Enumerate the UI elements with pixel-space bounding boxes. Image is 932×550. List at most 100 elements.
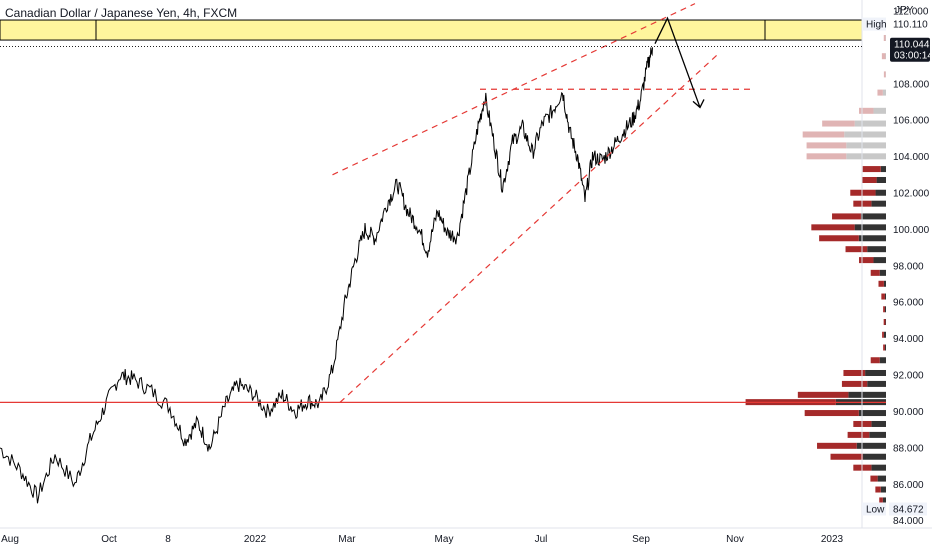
volume-bar-down (860, 213, 886, 220)
volume-bar-up (870, 269, 880, 276)
low-value-box (889, 502, 927, 516)
volume-bar-down (869, 431, 886, 438)
x-tick-label: Jul (535, 534, 548, 545)
volume-bar-down (883, 280, 886, 287)
y-tick-label: 88.000 (893, 443, 924, 454)
volume-bar-down (885, 319, 886, 326)
volume-bar-down (885, 53, 886, 60)
y-tick-label: 112.000 (893, 6, 929, 17)
volume-bar-up (877, 89, 883, 96)
volume-bar-down (865, 369, 886, 376)
volume-bar-up (859, 257, 874, 264)
y-tick-label: 92.000 (893, 371, 924, 382)
volume-bar-down (858, 235, 886, 242)
volume-bar-up (870, 475, 878, 482)
volume-bar-down (871, 420, 886, 427)
y-tick-label: 94.000 (893, 334, 924, 345)
volume-bar-down (876, 176, 886, 183)
volume-bar-down (880, 486, 886, 493)
y-tick-label: 106.000 (893, 116, 930, 127)
volume-bar-down (863, 453, 886, 460)
x-tick-label: Sep (632, 534, 650, 545)
volume-bar-down (884, 306, 886, 313)
volume-bar-down (884, 293, 886, 300)
volume-bar-up (822, 120, 855, 127)
x-tick-label: Aug (1, 534, 19, 545)
y-tick-label: 98.000 (893, 261, 924, 272)
y-tick-label: 104.000 (893, 152, 930, 163)
volume-bar-up (883, 319, 886, 326)
volume-bar-up (859, 107, 874, 114)
price-line (0, 47, 653, 504)
volume-bar-up (870, 357, 880, 364)
y-tick-label: 100.000 (893, 225, 930, 236)
resistance-zone-layer (0, 19, 863, 41)
volume-bar-down (873, 257, 886, 264)
volume-bar-up (879, 497, 883, 504)
volume-bar-up (819, 235, 859, 242)
volume-bar-up (843, 369, 866, 376)
chart-title: Canadian Dollar / Japanese Yen, 4h, FXCM (5, 6, 238, 20)
volume-bar-down (846, 153, 886, 160)
volume-bar-down (871, 200, 886, 207)
x-tick-label: 8 (165, 534, 171, 545)
volume-bar-up (883, 306, 885, 313)
high-tag-box (862, 17, 886, 31)
volume-bar-up (817, 442, 857, 449)
volume-bar-up (845, 246, 868, 253)
volume-bar-up (811, 224, 855, 231)
currency-label: JPY (895, 5, 914, 16)
volume-bar-up (878, 280, 884, 287)
volume-bar-up (806, 142, 847, 149)
volume-bar-up (883, 34, 886, 41)
volume-bar-down (858, 410, 886, 417)
volume-bar-down (884, 344, 886, 351)
last-price-value: 110.044 (894, 40, 930, 51)
projection-arrow (654, 16, 701, 108)
volume-bar-down (846, 142, 886, 149)
low-tag-value: 84.672 (893, 504, 924, 515)
volume-bar-down (856, 442, 886, 449)
y-tick-label: 84.000 (893, 516, 924, 527)
volume-bar-up (883, 344, 885, 351)
volume-bar-down (873, 107, 886, 114)
volume-bar-up (862, 176, 877, 183)
countdown-value: 03:00:14 (894, 51, 932, 62)
volume-bar-down (875, 189, 886, 196)
volume-bar-down (867, 246, 886, 253)
low-tag-box (862, 502, 886, 516)
volume-bar-up (806, 153, 847, 160)
resistance-zone (0, 19, 863, 41)
y-tick-label: 108.000 (893, 79, 930, 90)
high-tag-label: High (866, 20, 887, 31)
volume-bar-down (882, 89, 886, 96)
volume-bar-up (802, 131, 845, 138)
volume-bar-down (880, 166, 886, 173)
y-tick-label: 102.000 (893, 188, 930, 199)
volume-bar-up (797, 391, 849, 398)
volume-bar-down (867, 380, 886, 387)
x-tick-label: Nov (726, 534, 744, 545)
x-tick-label: 2023 (821, 534, 844, 545)
volume-bar-up (841, 380, 868, 387)
volume-bar-down (877, 475, 886, 482)
volume-bar-down (854, 120, 886, 127)
y-tick-label: 96.000 (893, 298, 924, 309)
volume-bar-up (847, 431, 870, 438)
volume-bar-down (848, 391, 886, 398)
volume-bar-down (854, 224, 886, 231)
volume-profile-layer (745, 34, 886, 504)
y-tick-label: 90.000 (893, 407, 924, 418)
volume-bar-up (850, 189, 876, 196)
volume-bar-up (883, 71, 886, 78)
volume-bar-up (882, 331, 884, 338)
volume-bar-up (804, 410, 859, 417)
x-tick-label: May (435, 534, 454, 545)
volume-bar-up (830, 453, 864, 460)
y-tick-label: 86.000 (893, 480, 924, 491)
arrow-head (692, 99, 705, 109)
x-tick-label: Oct (101, 534, 117, 545)
volume-bar-up (862, 166, 881, 173)
